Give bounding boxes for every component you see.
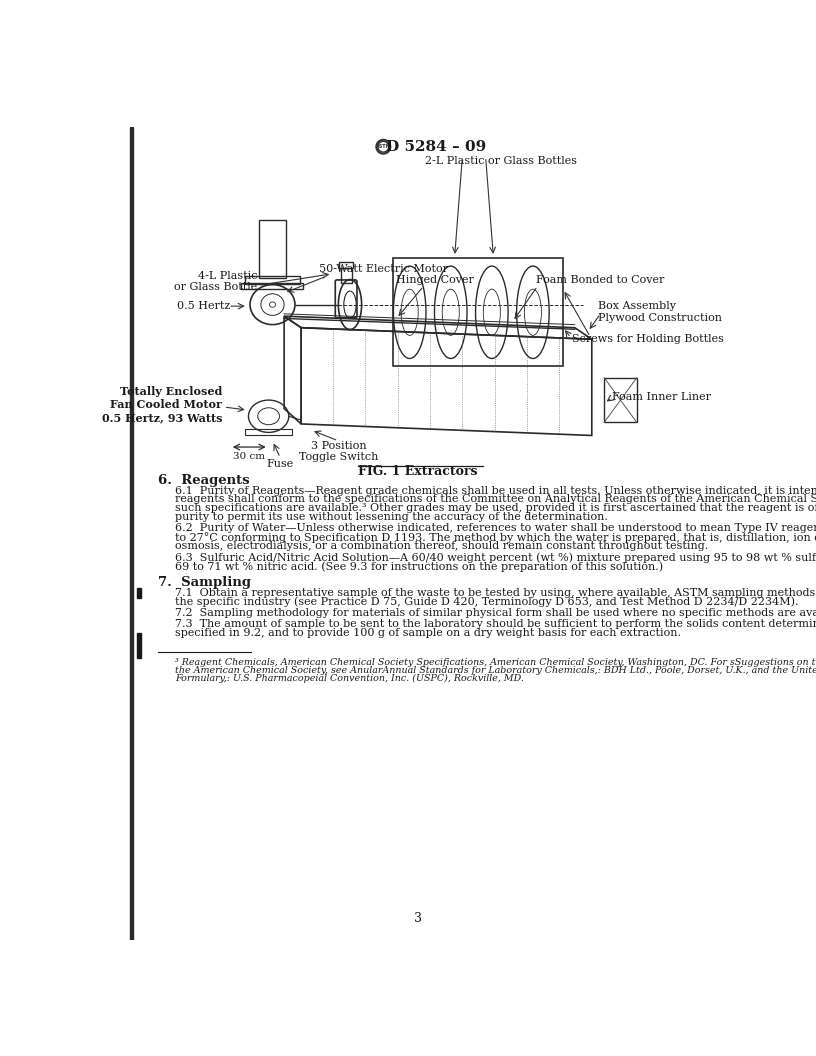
- Text: 4-L Plastic
or Glass Bottle: 4-L Plastic or Glass Bottle: [174, 270, 257, 293]
- Text: Foam Inner Liner: Foam Inner Liner: [612, 392, 711, 402]
- Bar: [341, 267, 352, 283]
- Text: purity to permit its use without lessening the accuracy of the determination.: purity to permit its use without lesseni…: [175, 512, 608, 522]
- Text: the American Chemical Society, see AnularAnnual Standards for Laboratory Chemica: the American Chemical Society, see Anula…: [175, 665, 816, 675]
- Bar: [137, 634, 140, 658]
- Text: Box Assembly
Plywood Construction: Box Assembly Plywood Construction: [598, 302, 722, 323]
- Text: Totally Enclosed
Fan Cooled Motor
0.5 Hertz, 93 Watts: Totally Enclosed Fan Cooled Motor 0.5 He…: [102, 386, 222, 423]
- Bar: [242, 283, 304, 289]
- Bar: [246, 276, 299, 284]
- Text: 7.  Sampling: 7. Sampling: [157, 576, 251, 589]
- Text: 3 Position
Toggle Switch: 3 Position Toggle Switch: [299, 441, 378, 463]
- Text: 2-L Plastic or Glass Bottles: 2-L Plastic or Glass Bottles: [425, 156, 577, 166]
- Bar: [339, 262, 353, 267]
- Text: 30 cm: 30 cm: [233, 452, 265, 460]
- Text: 0.5 Hertz: 0.5 Hertz: [176, 301, 230, 312]
- Text: Screws for Holding Bottles: Screws for Holding Bottles: [573, 335, 725, 344]
- Text: 6.2  Purity of Water—Unless otherwise indicated, references to water shall be un: 6.2 Purity of Water—Unless otherwise ind…: [175, 524, 816, 533]
- Text: 6.1  Purity of Reagents—Reagent grade chemicals shall be used in all tests. Unle: 6.1 Purity of Reagents—Reagent grade che…: [175, 486, 816, 495]
- Text: 7.3  The amount of sample to be sent to the laboratory should be sufficient to p: 7.3 The amount of sample to be sent to t…: [175, 619, 816, 628]
- Text: ASTM: ASTM: [375, 145, 391, 149]
- Text: Foam Bonded to Cover: Foam Bonded to Cover: [536, 276, 664, 285]
- Text: 7.2  Sampling methodology for materials of similar physical form shall be used w: 7.2 Sampling methodology for materials o…: [175, 607, 816, 618]
- Bar: [130, 127, 133, 940]
- Text: specified in 9.2, and to provide 100 g of sample on a dry weight basis for each : specified in 9.2, and to provide 100 g o…: [175, 627, 681, 638]
- Text: to 27°C conforming to Specification D 1193. The method by which the water is pre: to 27°C conforming to Specification D 11…: [175, 532, 816, 543]
- Text: 69 to 71 wt % nitric acid. (See 9.3 for instructions on the preparation of this : 69 to 71 wt % nitric acid. (See 9.3 for …: [175, 561, 663, 571]
- Bar: [246, 430, 292, 435]
- Text: osmosis, electrodialysis, or a combination thereof, should remain constant throu: osmosis, electrodialysis, or a combinati…: [175, 541, 708, 551]
- Bar: [604, 378, 636, 422]
- Text: FIG. 1 Extractors: FIG. 1 Extractors: [358, 465, 478, 477]
- Text: Formulary,: U.S. Pharmacopeial Convention, Inc. (USPC), Rockville, MD.: Formulary,: U.S. Pharmacopeial Conventio…: [175, 674, 524, 682]
- Bar: [392, 259, 563, 366]
- Text: 6.3  Sulfuric Acid/Nitric Acid Solution—A 60/40 weight percent (wt %) mixture pr: 6.3 Sulfuric Acid/Nitric Acid Solution—A…: [175, 552, 816, 563]
- Bar: [259, 220, 286, 278]
- Text: D 5284 – 09: D 5284 – 09: [386, 139, 486, 154]
- Text: reagents shall conform to the specifications of the Committee on Analytical Reag: reagents shall conform to the specificat…: [175, 494, 816, 505]
- Text: ³ Reagent Chemicals, American Chemical Society Specifications, American Chemical: ³ Reagent Chemicals, American Chemical S…: [175, 658, 816, 667]
- Text: Hinged Cover: Hinged Cover: [397, 276, 474, 285]
- Text: Fuse: Fuse: [267, 458, 294, 469]
- Bar: [137, 588, 140, 598]
- Text: 6.  Reagents: 6. Reagents: [157, 474, 250, 487]
- Text: the specific industry (see Practice D 75, Guide D 420, Terminology D 653, and Te: the specific industry (see Practice D 75…: [175, 597, 798, 607]
- Text: 3: 3: [415, 911, 422, 925]
- Text: 50-Watt Electric Motor: 50-Watt Electric Motor: [319, 264, 448, 274]
- Text: 7.1  Obtain a representative sample of the waste to be tested by using, where av: 7.1 Obtain a representative sample of th…: [175, 587, 816, 598]
- Text: such specifications are available.³ Other grades may be used, provided it is fir: such specifications are available.³ Othe…: [175, 504, 816, 513]
